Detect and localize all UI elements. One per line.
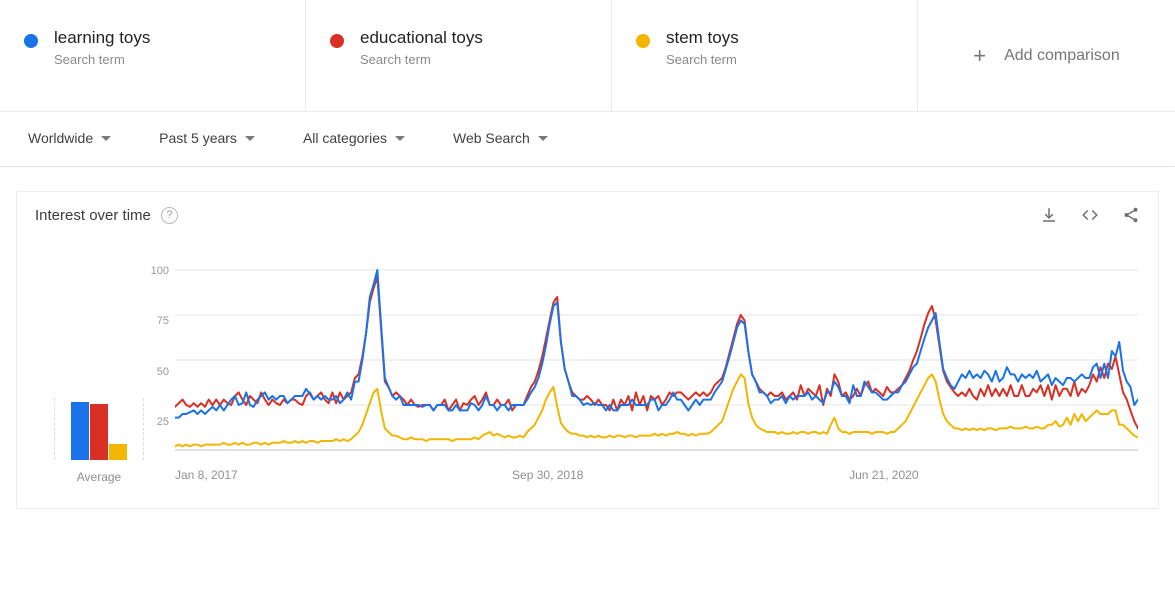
compare-terms-row: learning toys Search term educational to… xyxy=(0,0,1175,112)
term-color-dot xyxy=(330,34,344,48)
add-comparison-button[interactable]: + Add comparison xyxy=(918,0,1175,111)
chevron-down-icon xyxy=(245,136,255,141)
avg-bar xyxy=(90,404,108,460)
term-name: stem toys xyxy=(666,28,739,48)
embed-icon[interactable] xyxy=(1080,206,1100,224)
y-tick-label: 50 xyxy=(157,366,169,378)
filter-search-type[interactable]: Web Search xyxy=(453,130,548,146)
term-color-dot xyxy=(636,34,650,48)
chevron-down-icon xyxy=(101,136,111,141)
filter-label: Worldwide xyxy=(28,130,93,146)
chart-actions xyxy=(1040,206,1140,224)
chart-title: Interest over time xyxy=(35,207,151,224)
y-tick-label: 100 xyxy=(151,265,169,277)
average-bars: Average xyxy=(43,398,155,484)
interest-over-time-card: Interest over time ? xyxy=(16,191,1159,509)
chevron-down-icon xyxy=(538,136,548,141)
term-card-0[interactable]: learning toys Search term xyxy=(0,0,306,111)
term-subtitle: Search term xyxy=(666,52,739,67)
filter-label: All categories xyxy=(303,130,387,146)
filter-label: Web Search xyxy=(453,130,530,146)
avg-bar xyxy=(109,444,127,460)
line-chart: 255075100 Jan 8, 2017Sep 30, 2018Jun 21,… xyxy=(175,262,1138,484)
filters-row: Worldwide Past 5 years All categories We… xyxy=(0,112,1175,167)
chevron-down-icon xyxy=(395,136,405,141)
share-icon[interactable] xyxy=(1122,206,1140,224)
avg-bar xyxy=(71,402,89,460)
average-label: Average xyxy=(77,470,121,484)
x-tick-label: Sep 30, 2018 xyxy=(512,468,583,482)
term-subtitle: Search term xyxy=(54,52,150,67)
x-tick-label: Jan 8, 2017 xyxy=(175,468,238,482)
y-tick-label: 25 xyxy=(157,416,169,428)
x-tick-label: Jun 21, 2020 xyxy=(849,468,918,482)
add-comparison-label: Add comparison xyxy=(1004,47,1120,65)
term-color-dot xyxy=(24,34,38,48)
term-name: learning toys xyxy=(54,28,150,48)
filter-category[interactable]: All categories xyxy=(303,130,405,146)
download-icon[interactable] xyxy=(1040,206,1058,224)
y-tick-label: 75 xyxy=(157,315,169,327)
filter-region[interactable]: Worldwide xyxy=(28,130,111,146)
term-subtitle: Search term xyxy=(360,52,483,67)
filter-label: Past 5 years xyxy=(159,130,237,146)
help-icon[interactable]: ? xyxy=(161,207,178,224)
plus-icon: + xyxy=(973,43,986,69)
term-name: educational toys xyxy=(360,28,483,48)
term-card-1[interactable]: educational toys Search term xyxy=(306,0,612,111)
filter-time[interactable]: Past 5 years xyxy=(159,130,255,146)
term-card-2[interactable]: stem toys Search term xyxy=(612,0,918,111)
